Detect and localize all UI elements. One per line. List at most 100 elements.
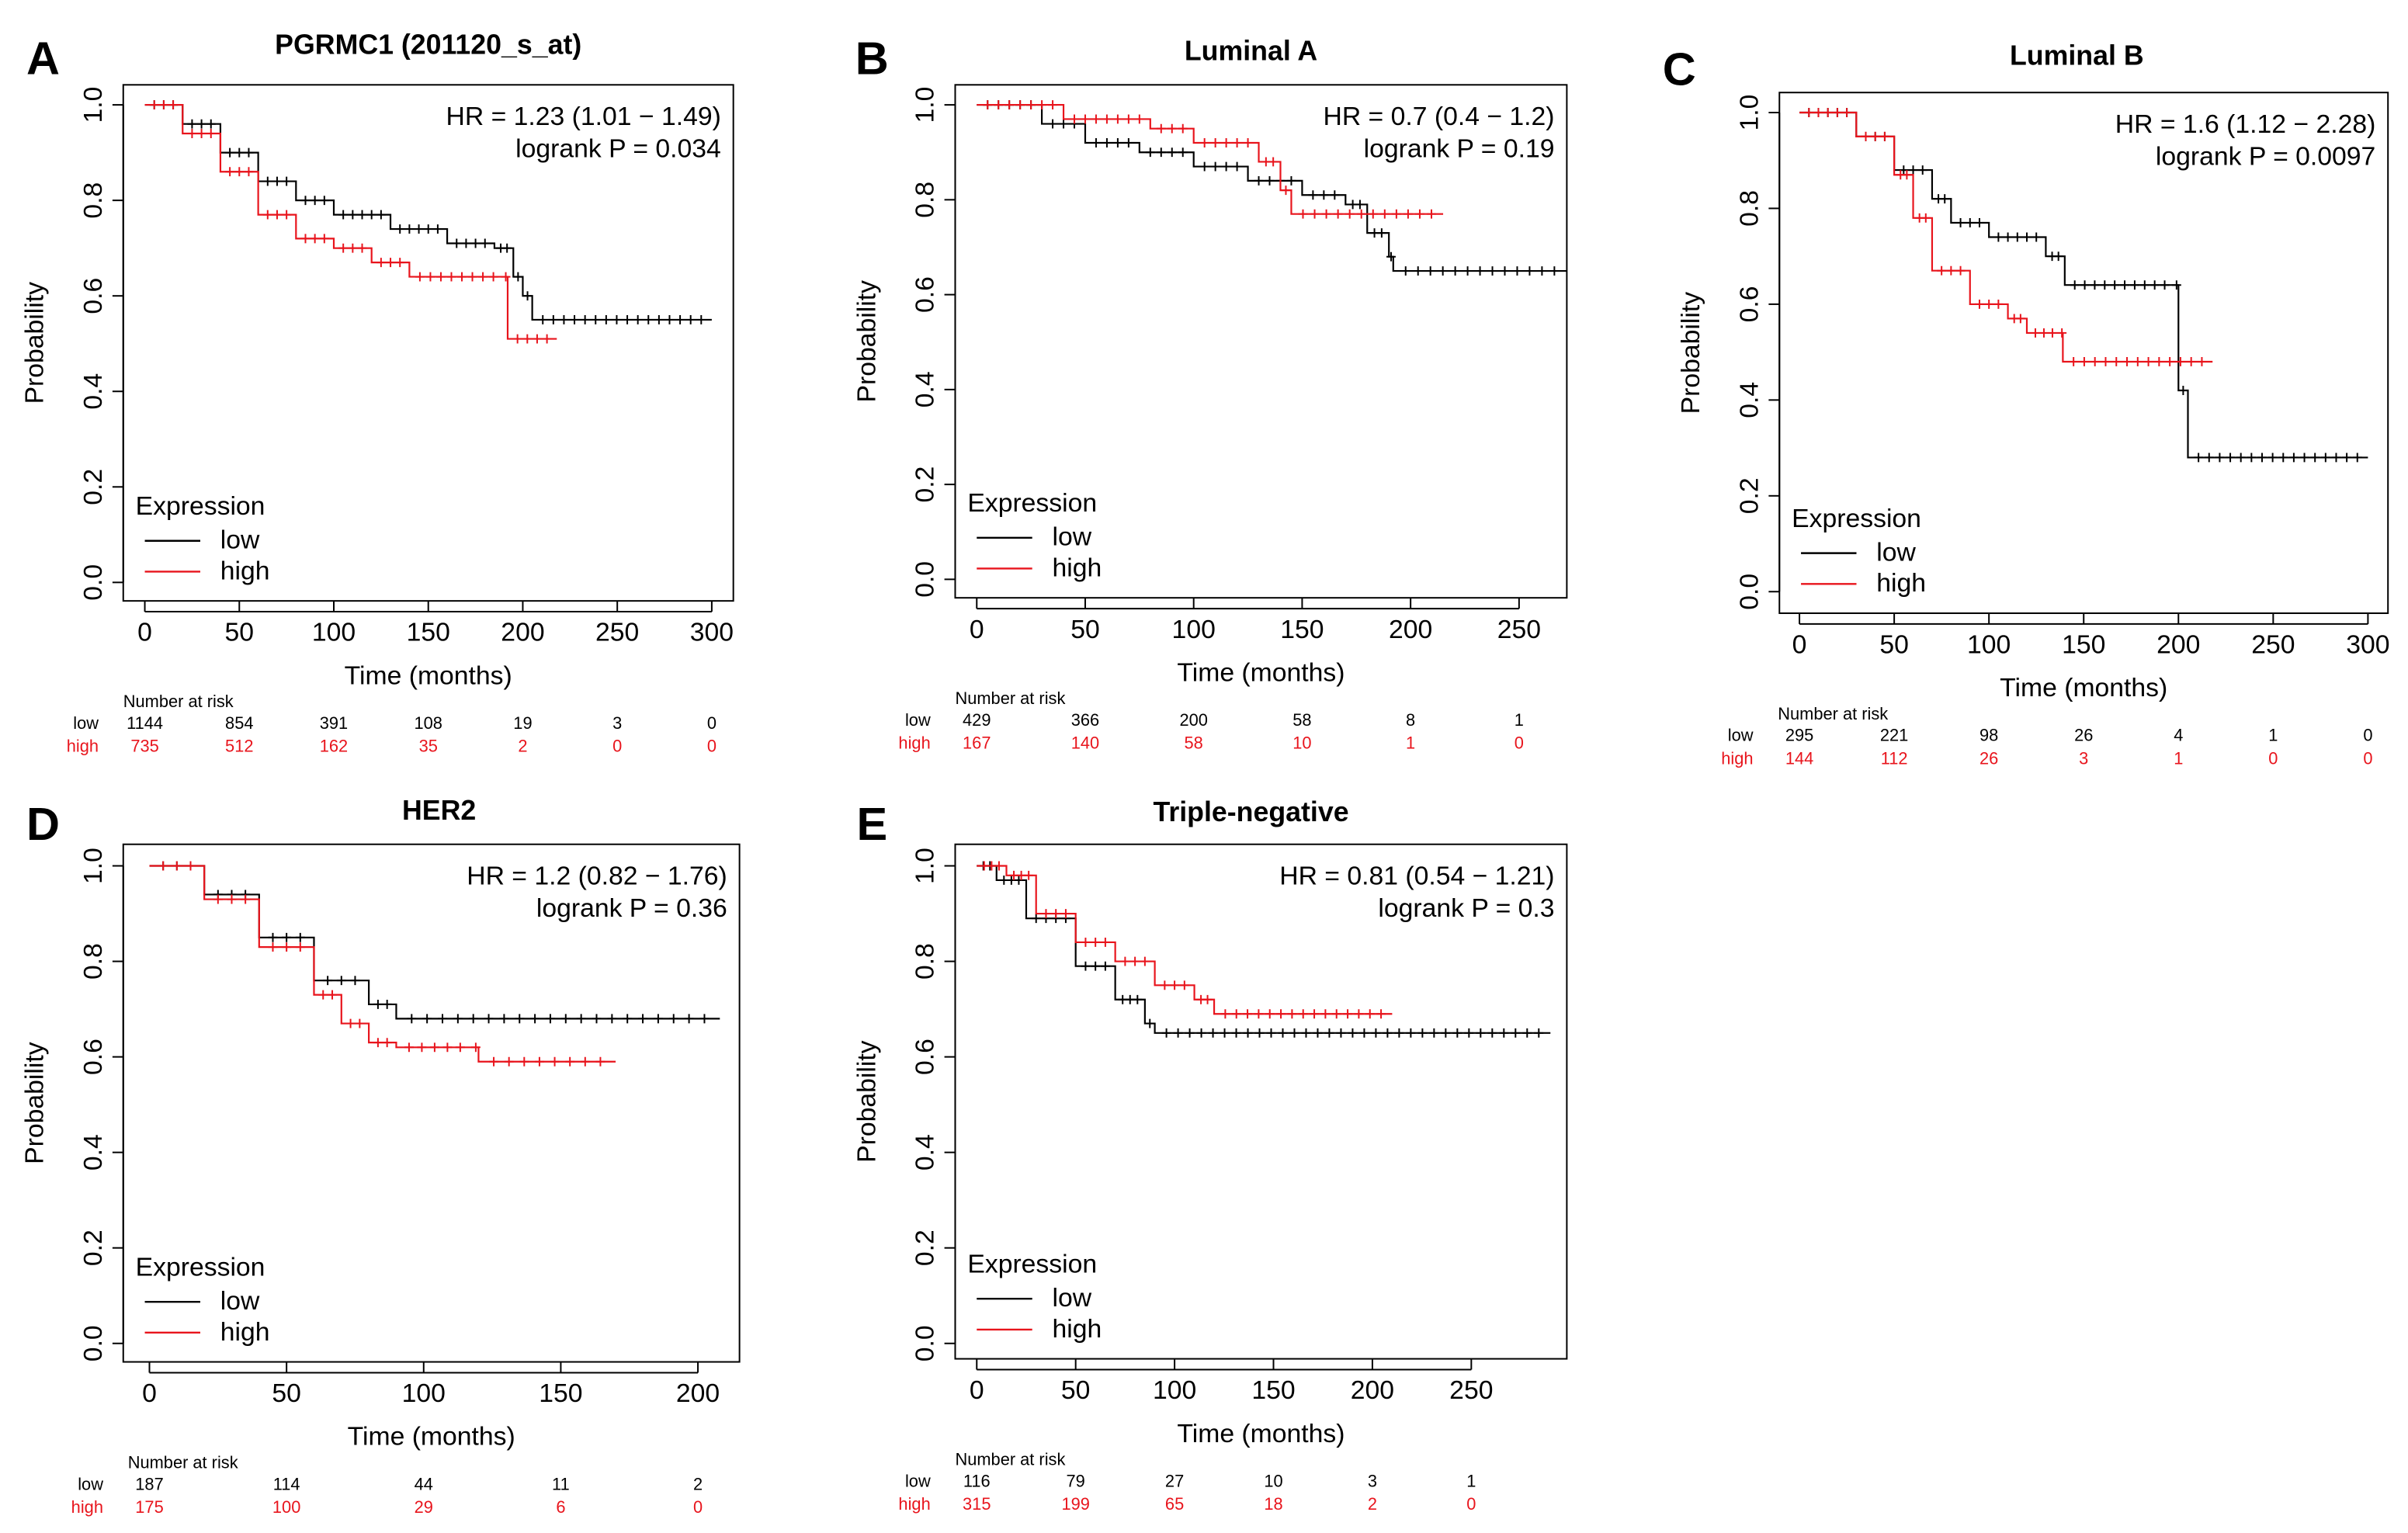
x-tick-label: 150 (1251, 1375, 1295, 1405)
censor-mark-low (1330, 190, 1340, 200)
censor-mark-high (1231, 1009, 1241, 1019)
censor-mark-high (357, 243, 367, 253)
censor-mark-low (1525, 266, 1535, 276)
censor-mark-high (565, 1056, 575, 1067)
risk-count-high: 3 (2079, 749, 2088, 768)
y-tick-label: 0.2 (911, 466, 940, 503)
censor-mark-high (395, 258, 405, 268)
censor-mark-high (186, 861, 196, 871)
censor-mark-high (2047, 328, 2057, 338)
censor-mark-high (1391, 209, 1401, 219)
censor-mark-low (1091, 138, 1101, 147)
y-tick-label: 0.8 (78, 182, 108, 219)
censor-mark-high (1298, 1009, 1308, 1019)
censor-mark-low (404, 224, 415, 234)
censor-mark-high (2111, 357, 2122, 366)
censor-mark-high (417, 1042, 427, 1053)
censor-mark-low (2288, 453, 2299, 463)
risk-count-low: 1 (2268, 726, 2278, 745)
censor-mark-high (2057, 328, 2067, 338)
risk-count-high: 735 (130, 737, 158, 756)
censor-mark-high (1281, 186, 1291, 196)
censor-mark-low (2257, 453, 2267, 463)
censor-mark-high (2090, 357, 2100, 366)
censor-mark-low (545, 1014, 555, 1024)
censor-mark-high (425, 272, 435, 282)
censor-mark-low (1173, 1028, 1183, 1038)
censor-mark-low (1359, 1028, 1369, 1038)
censor-mark-high (1156, 123, 1166, 134)
censor-mark-high (1232, 138, 1242, 147)
legend-title: Expression (967, 488, 1097, 518)
x-tick-label: 100 (1967, 630, 2011, 660)
censor-mark-high (1298, 209, 1308, 219)
risk-count-high: 100 (272, 1497, 300, 1517)
censor-mark-low (1254, 1028, 1265, 1038)
censor-mark-high (2165, 357, 2175, 366)
censor-mark-high (1813, 108, 1823, 117)
censor-mark-high (429, 1042, 439, 1053)
risk-count-low: 391 (320, 713, 348, 733)
chart-title: Luminal B (2010, 40, 2144, 71)
logrank-p: logrank P = 0.3 (1378, 893, 1554, 923)
censor-mark-low (1549, 266, 1560, 276)
censor-mark-high (1243, 138, 1253, 147)
risk-count-high: 35 (419, 737, 438, 756)
censor-mark-low (1145, 1018, 1155, 1028)
censor-mark-high (227, 894, 237, 904)
x-tick-label: 250 (1449, 1375, 1493, 1405)
censor-mark-high (1051, 909, 1061, 918)
censor-mark-low (1289, 1028, 1299, 1038)
risk-row-label-high: high (898, 734, 930, 753)
censor-mark-low (654, 314, 664, 324)
censor-mark-high (348, 243, 358, 253)
censor-mark-low (234, 147, 245, 158)
censor-mark-high (1368, 209, 1378, 219)
censor-mark-high (2031, 328, 2040, 338)
legend-label-low: low (220, 1286, 260, 1316)
censor-mark-low (1185, 1028, 1195, 1038)
y-tick-label: 0.4 (1734, 382, 1764, 418)
censor-mark-low (592, 1014, 602, 1024)
censor-mark-high (1427, 209, 1436, 219)
risk-count-low: 200 (1179, 710, 1207, 730)
censor-mark-low (1254, 175, 1264, 186)
censor-mark-low (1336, 1028, 1346, 1038)
censor-mark-low (522, 291, 533, 301)
censor-mark-low (282, 932, 292, 942)
risk-count-high: 1 (2174, 749, 2183, 768)
censor-mark-high (1048, 100, 1058, 110)
risk-count-low: 366 (1071, 710, 1099, 730)
censor-mark-high (355, 1018, 365, 1028)
risk-count-low: 295 (1785, 726, 1813, 745)
x-tick-label: 50 (1879, 630, 1909, 660)
censor-mark-high (1310, 209, 1320, 219)
y-tick-label: 1.0 (78, 848, 108, 884)
logrank-p: logrank P = 0.19 (1364, 134, 1555, 164)
risk-count-high: 0 (612, 737, 622, 756)
censor-mark-low (2236, 453, 2246, 463)
legend-label-high: high (1053, 1314, 1102, 1344)
risk-count-high: 0 (1515, 734, 1524, 753)
chart-title: Luminal A (1185, 36, 1317, 67)
censor-mark-low (601, 314, 611, 324)
censor-mark-high (168, 100, 179, 110)
censor-mark-low (1511, 1028, 1521, 1038)
x-tick-label: 50 (1061, 1375, 1091, 1405)
censor-mark-high (1254, 1009, 1264, 1019)
censor-mark-low (300, 196, 311, 206)
censor-mark-low (2090, 280, 2100, 290)
y-tick-label: 0.0 (78, 1325, 108, 1361)
censor-mark-low (1123, 138, 1133, 147)
censor-mark-high (2197, 357, 2207, 366)
censor-mark-low (1167, 147, 1177, 158)
censor-mark-high (488, 272, 498, 282)
censor-mark-high (1832, 108, 1842, 117)
censor-mark-low (268, 932, 278, 942)
risk-count-high: 6 (556, 1497, 565, 1517)
censor-mark-high (1946, 265, 1956, 276)
risk-count-low: 108 (415, 713, 442, 733)
censor-mark-low (1376, 228, 1386, 238)
censor-mark-low (2120, 280, 2129, 290)
censor-mark-high (2143, 357, 2153, 366)
